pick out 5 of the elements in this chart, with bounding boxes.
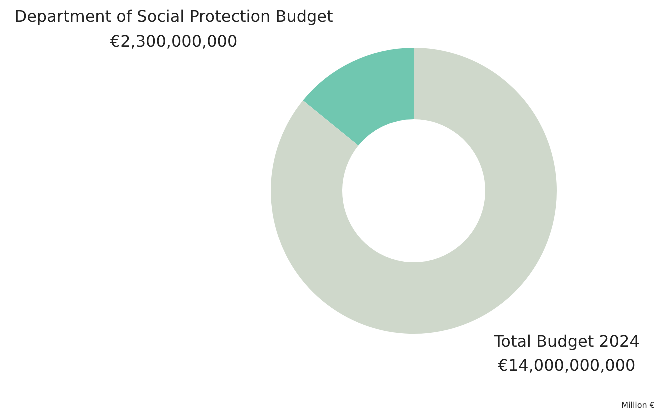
slice-label: Department of Social Protection Budget xyxy=(14,7,334,26)
text: Million € xyxy=(622,401,655,410)
data-label: €14,000,000,000 xyxy=(498,356,636,376)
data-label: €2,300,000,000 xyxy=(110,32,238,52)
slice-label: Total Budget 2024 xyxy=(493,332,640,352)
